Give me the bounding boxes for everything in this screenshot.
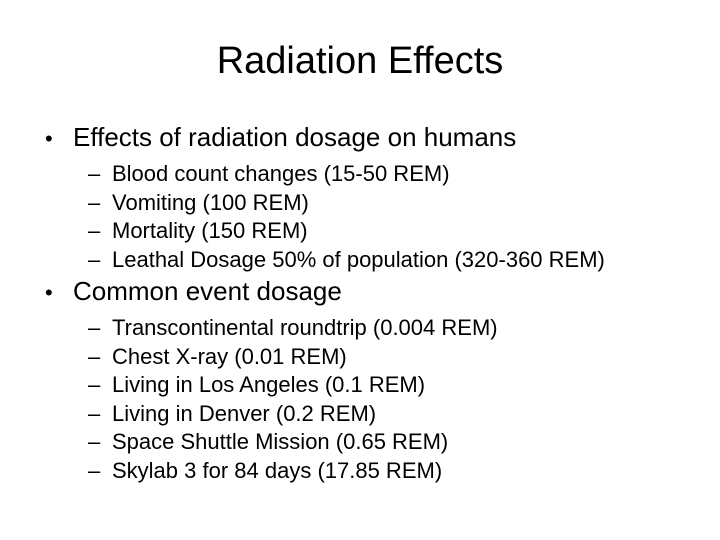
sub-bullet-item: – Skylab 3 for 84 days (17.85 REM)	[0, 457, 720, 486]
sub-bullet-list: – Blood count changes (15-50 REM) – Vomi…	[0, 160, 720, 274]
section-common-event-dosage: • Common event dosage – Transcontinental…	[0, 274, 720, 485]
dash-icon: –	[88, 400, 101, 426]
sub-bullet-text: Chest X-ray (0.01 REM)	[112, 343, 347, 369]
bullet-icon: •	[45, 126, 53, 151]
bullet-icon: •	[45, 280, 53, 305]
bullet-item: • Effects of radiation dosage on humans	[0, 120, 720, 156]
sub-bullet-text: Blood count changes (15-50 REM)	[112, 161, 450, 186]
sub-bullet-text: Skylab 3 for 84 days (17.85 REM)	[112, 457, 443, 483]
dash-icon: –	[88, 315, 101, 340]
dash-icon: –	[88, 429, 101, 454]
sub-bullet-list: – Transcontinental roundtrip (0.004 REM)…	[0, 314, 720, 485]
bullet-item: • Common event dosage	[0, 274, 720, 310]
sub-bullet-item: – Space Shuttle Mission (0.65 REM)	[0, 428, 720, 457]
sub-bullet-text: Leathal Dosage 50% of population (320-36…	[112, 246, 605, 272]
section-radiation-effects: • Effects of radiation dosage on humans …	[0, 120, 720, 274]
sub-bullet-item: – Chest X-ray (0.01 REM)	[0, 343, 720, 372]
dash-icon: –	[88, 218, 101, 243]
sub-bullet-text: Transcontinental roundtrip (0.004 REM)	[112, 315, 498, 340]
sub-bullet-item: – Living in Denver (0.2 REM)	[0, 400, 720, 429]
dash-icon: –	[88, 189, 101, 215]
sub-bullet-item: – Transcontinental roundtrip (0.004 REM)	[0, 314, 720, 343]
sub-bullet-text: Living in Los Angeles (0.1 REM)	[112, 372, 426, 397]
sub-bullet-item: – Blood count changes (15-50 REM)	[0, 160, 720, 189]
sub-bullet-item: – Living in Los Angeles (0.1 REM)	[0, 371, 720, 400]
sub-bullet-item: – Vomiting (100 REM)	[0, 189, 720, 218]
dash-icon: –	[88, 457, 101, 483]
slide-body: • Effects of radiation dosage on humans …	[0, 120, 720, 485]
dash-icon: –	[88, 343, 101, 369]
sub-bullet-text: Vomiting (100 REM)	[112, 189, 309, 215]
dash-icon: –	[88, 246, 101, 272]
sub-bullet-text: Space Shuttle Mission (0.65 REM)	[112, 429, 449, 454]
bullet-text: Common event dosage	[73, 276, 342, 306]
dash-icon: –	[88, 372, 101, 397]
bullet-text: Effects of radiation dosage on humans	[73, 122, 517, 152]
sub-bullet-text: Mortality (150 REM)	[112, 218, 308, 243]
sub-bullet-text: Living in Denver (0.2 REM)	[112, 400, 377, 426]
slide-title: Radiation Effects	[216, 40, 504, 82]
sub-bullet-item: – Mortality (150 REM)	[0, 217, 720, 246]
sub-bullet-item: – Leathal Dosage 50% of population (320-…	[0, 246, 720, 275]
dash-icon: –	[88, 161, 101, 186]
